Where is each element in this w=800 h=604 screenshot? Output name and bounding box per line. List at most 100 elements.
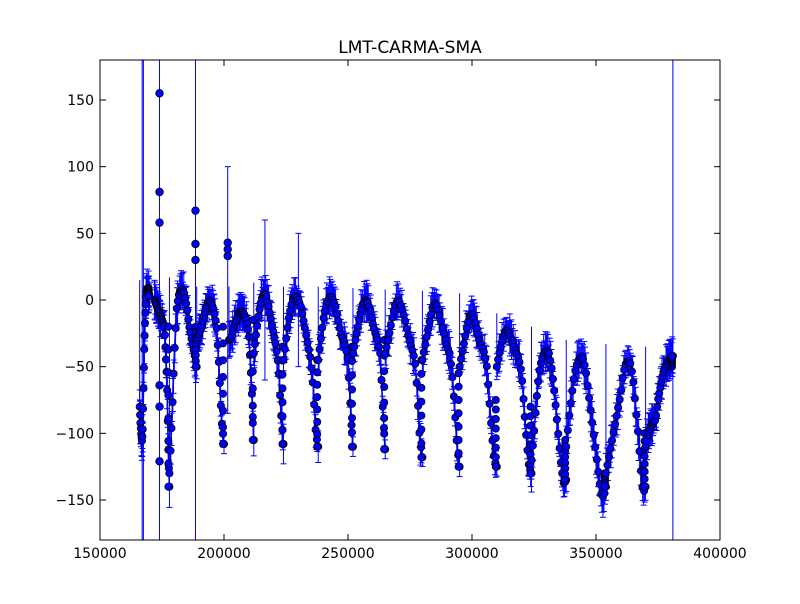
data-point (594, 467, 603, 476)
data-point (569, 374, 578, 383)
data-point (248, 384, 257, 393)
data-point (218, 322, 227, 331)
data-point (278, 439, 287, 448)
data-point (448, 373, 457, 382)
data-point (298, 309, 307, 318)
data-point (531, 408, 540, 417)
data-point (603, 461, 612, 470)
data-point (315, 345, 324, 354)
data-point (422, 332, 431, 341)
data-point (380, 382, 389, 391)
data-point (218, 356, 227, 365)
data-point (494, 355, 503, 364)
data-point (518, 376, 527, 385)
data-point (634, 427, 643, 436)
data-point (458, 347, 467, 356)
data-point (248, 418, 257, 427)
data-point (347, 421, 356, 430)
data-point (182, 299, 191, 308)
data-point (591, 443, 600, 452)
data-point (454, 435, 463, 444)
data-point (548, 374, 557, 383)
data-point (140, 319, 149, 328)
y-tick-label: 150 (67, 93, 94, 109)
data-point (353, 322, 362, 331)
data-point (165, 469, 174, 478)
data-point (139, 363, 148, 372)
data-point (445, 349, 454, 358)
data-point (546, 356, 555, 365)
data-point (184, 314, 193, 323)
data-point (141, 299, 150, 308)
data-point (421, 340, 430, 349)
data-point (454, 369, 463, 378)
data-point (640, 467, 649, 476)
data-point (218, 339, 227, 348)
data-point (313, 380, 322, 389)
data-point (218, 372, 227, 381)
data-point (299, 316, 308, 325)
data-point (535, 366, 544, 375)
data-point (589, 430, 598, 439)
data-point (611, 420, 620, 429)
data-point (667, 351, 676, 360)
data-point (566, 399, 575, 408)
data-point (614, 403, 623, 412)
data-point (640, 482, 649, 491)
data-point (380, 398, 389, 407)
data-point (140, 331, 149, 340)
data-point (417, 439, 426, 448)
data-point (417, 425, 426, 434)
data-point (218, 439, 227, 448)
data-point (248, 435, 257, 444)
data-point (210, 309, 219, 318)
data-point (248, 367, 257, 376)
data-point (600, 482, 609, 491)
data-point (139, 404, 148, 413)
data-point (582, 369, 591, 378)
data-point (652, 411, 661, 420)
data-point (138, 425, 147, 434)
data-point (254, 312, 263, 321)
data-point (350, 342, 359, 351)
data-point (544, 349, 553, 358)
data-point (412, 379, 421, 388)
data-point (366, 306, 375, 315)
data-point (348, 349, 357, 358)
data-point (605, 452, 614, 461)
data-point (243, 325, 252, 334)
data-point (166, 446, 175, 455)
data-point (171, 324, 180, 333)
data-point (608, 436, 617, 445)
tick-layer (99, 60, 721, 540)
data-point (417, 453, 426, 462)
marks-layer (135, 60, 677, 540)
data-point (307, 364, 316, 373)
data-point (454, 395, 463, 404)
data-point (491, 434, 500, 443)
data-point (484, 380, 493, 389)
data-point (417, 383, 426, 392)
data-point (316, 334, 325, 343)
data-point (380, 414, 389, 423)
data-point (347, 442, 356, 451)
data-point (380, 429, 389, 438)
data-point (417, 397, 426, 406)
data-point (139, 384, 148, 393)
data-point (462, 324, 471, 333)
data-point (313, 393, 322, 402)
data-point (612, 411, 621, 420)
data-point (296, 302, 305, 311)
data-point (334, 316, 343, 325)
data-point (313, 417, 322, 426)
data-point (491, 453, 500, 462)
data-point (454, 409, 463, 418)
data-point (532, 391, 541, 400)
data-point (318, 323, 327, 332)
data-point (164, 414, 173, 423)
data-point (417, 411, 426, 420)
data-point (278, 398, 287, 407)
data-point (530, 426, 539, 435)
plot-area: 150000 200000 250000 300000 350000 400000 −150… (56, 59, 747, 562)
data-point (617, 386, 626, 395)
